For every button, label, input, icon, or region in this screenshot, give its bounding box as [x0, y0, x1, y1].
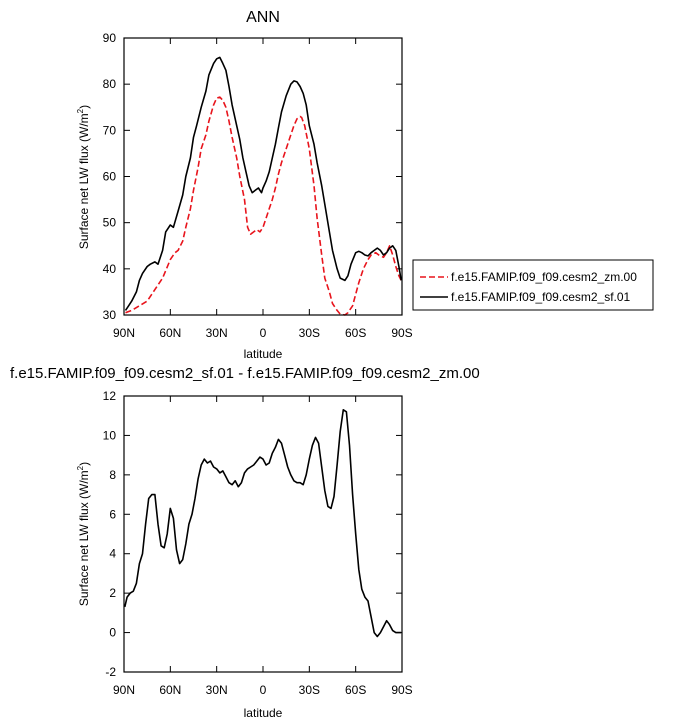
bottom-chart-title: f.e15.FAMIP.f09_f09.cesm2_sf.01 - f.e15.…	[10, 365, 480, 382]
top-chart: ANN Surface net LW flux (W/m2) latitude …	[76, 9, 413, 361]
top-chart-xtick-label: 90S	[391, 326, 412, 340]
bottom-chart-series-line-0	[124, 408, 402, 638]
bottom-chart-xtick-label: 90S	[391, 683, 412, 697]
bottom-chart-xtick-label: 60S	[345, 683, 366, 697]
bottom-chart-ytick-label: 0	[109, 626, 116, 640]
bottom-chart-axes: 90N 60N 30N 0 30S 60S 90S -2 0 2 4 6 8 10 12	[103, 389, 413, 697]
bottom-chart-ytick-label: 6	[109, 507, 116, 521]
top-chart-ytick-label: 80	[103, 77, 117, 91]
top-chart-ytick-label: 70	[103, 123, 117, 137]
legend: f.e15.FAMIP.f09_f09.cesm2_zm.00 f.e15.FA…	[412, 259, 654, 311]
bottom-chart-xlabel: latitude	[244, 706, 283, 720]
top-chart-xlabel: latitude	[244, 347, 283, 361]
bottom-chart-ytick-label: 4	[109, 547, 116, 561]
bottom-chart-ytick-label: 10	[103, 428, 117, 442]
bottom-chart-xtick-label: 60N	[159, 683, 181, 697]
bottom-chart-ytick-label: 12	[103, 389, 117, 403]
top-chart-xtick-label: 90N	[113, 326, 135, 340]
bottom-chart-ylabel: Surface net LW flux (W/m2)	[76, 462, 91, 606]
top-chart-ytick-label: 40	[103, 262, 117, 276]
top-chart-xtick-label: 0	[260, 326, 267, 340]
bottom-chart-xtick-label: 0	[260, 683, 267, 697]
top-chart-xtick-label: 60N	[159, 326, 181, 340]
top-chart-ytick-label: 30	[103, 308, 117, 322]
bottom-chart-xtick-label: 90N	[113, 683, 135, 697]
top-chart-series-line-1	[124, 56, 402, 311]
top-chart-title: ANN	[246, 9, 280, 26]
bottom-chart-ytick-label: -2	[105, 665, 116, 679]
top-chart-frame	[123, 37, 403, 316]
legend-label-zm: f.e15.FAMIP.f09_f09.cesm2_zm.00	[451, 270, 637, 284]
top-chart-ylabel: Surface net LW flux (W/m2)	[76, 105, 91, 249]
top-chart-xtick-label: 30S	[299, 326, 320, 340]
legend-box	[412, 259, 654, 311]
top-chart-ytick-label: 50	[103, 216, 117, 230]
legend-label-sf: f.e15.FAMIP.f09_f09.cesm2_sf.01	[451, 290, 631, 304]
top-chart-series-line-0	[125, 96, 402, 316]
top-chart-axes: 90N 60N 30N 0 30S 60S 90S 30 40 50 60 70 80 90	[103, 31, 413, 340]
bottom-chart-xtick-label: 30S	[299, 683, 320, 697]
top-chart-series	[124, 56, 402, 316]
bottom-chart-xtick-label: 30N	[206, 683, 228, 697]
top-chart-xtick-label: 60S	[345, 326, 366, 340]
top-chart-ytick-label: 60	[103, 170, 117, 184]
bottom-chart-ytick-label: 8	[109, 468, 116, 482]
top-chart-ytick-label: 90	[103, 31, 117, 45]
bottom-chart-ytick-label: 2	[109, 586, 116, 600]
bottom-chart-series	[124, 408, 402, 638]
top-chart-xtick-label: 30N	[206, 326, 228, 340]
bottom-chart-frame	[123, 395, 403, 673]
bottom-chart: f.e15.FAMIP.f09_f09.cesm2_sf.01 - f.e15.…	[10, 365, 480, 720]
